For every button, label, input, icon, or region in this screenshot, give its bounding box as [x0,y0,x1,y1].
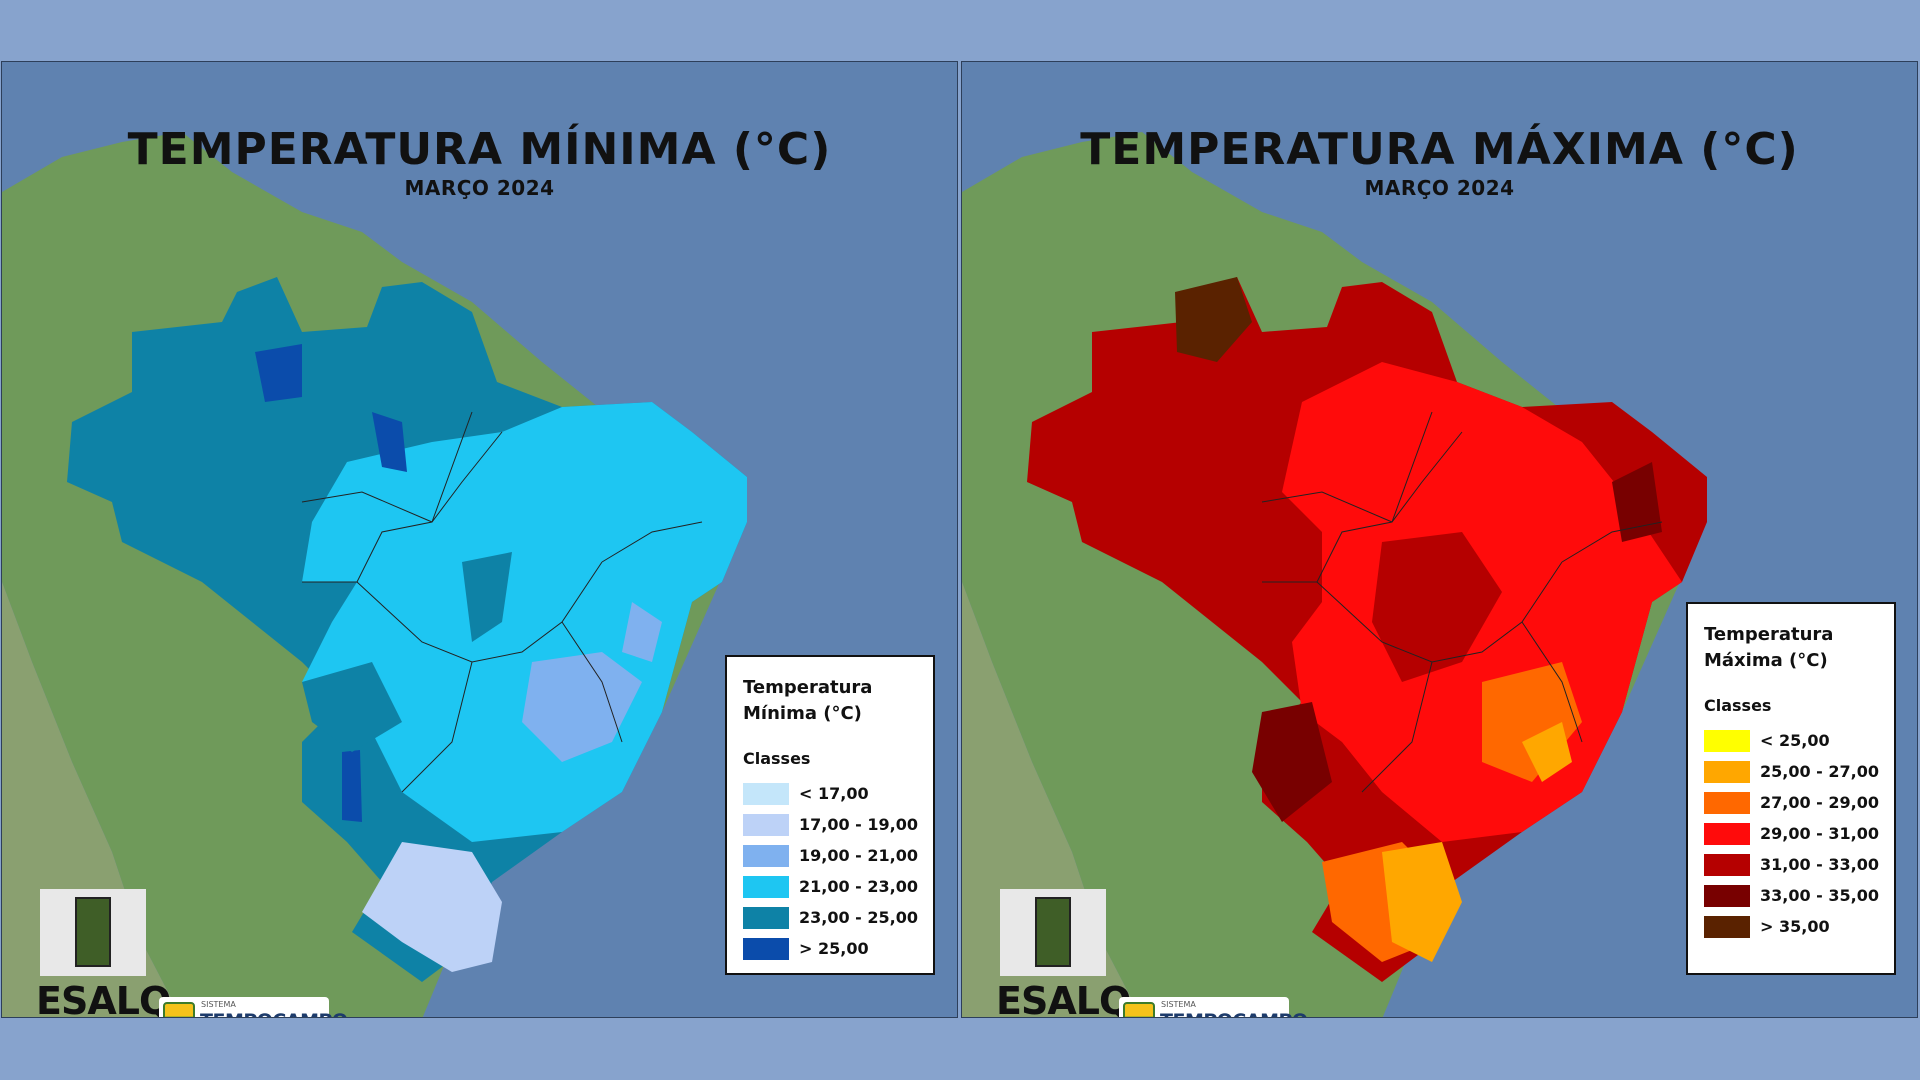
legend-items: < 17,00 17,00 - 19,00 19,00 - 21,00 21,00 -… [743,778,918,964]
legend-swatch [743,906,789,929]
esalq-logo-box [1000,889,1106,976]
esalq-logo-box [40,889,146,976]
legend-swatch [1704,822,1750,845]
min-temperature-map-panel: TEMPERATURA MÍNIMA (°C) MARÇO 2024 Tempe… [1,61,958,1018]
max-temperature-map-panel: TEMPERATURA MÁXIMA (°C) MARÇO 2024 Tempe… [961,61,1918,1018]
legend-item-label: 19,00 - 21,00 [799,846,918,866]
legend-swatch [1704,791,1750,814]
legend-item-label: 33,00 - 35,00 [1760,886,1879,906]
legend-swatch [1704,853,1750,876]
legend-classes-label: Classes [743,749,811,769]
esalq-text: ESALQ [996,979,1131,1018]
state-borders [301,411,703,793]
region-33-35-a [1252,702,1332,822]
brazil-max-regions [1027,277,1707,982]
legend-item: < 25,00 [1704,725,1878,756]
region-23-25-b [302,662,402,752]
esalq-text: ESALQ [36,979,171,1018]
brazil-min-regions [67,277,747,982]
legend-item-label: > 35,00 [1760,917,1830,937]
legend-item: 17,00 - 19,00 [743,809,918,840]
legend-item: 29,00 - 31,00 [1704,818,1879,849]
region-33-35-b [1612,462,1662,542]
legend-item-label: < 25,00 [1760,731,1830,751]
tempocampo-big-text: TEMPOCAMPO [200,1010,348,1017]
tempocampo-icon [1123,1002,1155,1017]
legend-item-label: > 25,00 [799,939,869,959]
region-25-27-se [1522,722,1572,782]
tempocampo-small-text: SISTEMA [201,1000,236,1009]
legend-item-label: 29,00 - 31,00 [1760,824,1879,844]
legend-title: Temperatura Mínima (°C) [743,677,873,725]
map-title: TEMPERATURA MÍNIMA (°C) [127,124,832,175]
legend-item: 33,00 - 35,00 [1704,880,1879,911]
legend-item-label: 25,00 - 27,00 [1760,762,1879,782]
legend-item: > 25,00 [743,933,917,964]
region-over-25-c [342,750,362,822]
region-23-25-a [462,552,512,642]
tempocampo-logo: SISTEMA TEMPOCAMPO [159,997,348,1017]
esalq-shield-icon [1035,897,1071,967]
legend-swatch [1704,760,1750,783]
min-temperature-map [2,62,957,1017]
region-over-25-a [255,344,302,402]
map-subtitle: MARÇO 2024 [1364,176,1515,200]
legend-swatch [743,813,789,836]
legend-swatch [743,782,789,805]
legend-item: > 35,00 [1704,911,1878,942]
legend-item: < 17,00 [743,778,917,809]
legend-item: 27,00 - 29,00 [1704,787,1879,818]
region-17-19-south [362,842,502,972]
legend-swatch [1704,915,1750,938]
legend-min: Temperatura Mínima (°C) Classes < 17,00 1… [725,655,935,975]
legend-item-label: 23,00 - 25,00 [799,908,918,928]
legend-item-label: 31,00 - 33,00 [1760,855,1879,875]
region-25-27-south [1382,842,1462,962]
legend-swatch [743,937,789,960]
region-21-23 [302,402,747,842]
legend-item-label: 17,00 - 19,00 [799,815,918,835]
esalq-shield-icon [75,897,111,967]
region-over-25-b [372,412,407,472]
region-31-33-center [1372,532,1502,682]
legend-item: 25,00 - 27,00 [1704,756,1879,787]
legend-swatch [743,844,789,867]
state-borders [1261,411,1663,793]
tempocampo-logo: SISTEMA TEMPOCAMPO [1119,997,1308,1017]
tempocampo-icon [163,1002,195,1017]
legend-swatch [1704,729,1750,752]
legend-item: 19,00 - 21,00 [743,840,918,871]
legend-item: 31,00 - 33,00 [1704,849,1879,880]
legend-item-label: < 17,00 [799,784,869,804]
esalq-logo: ESALQ [36,889,171,1017]
esalq-logo: ESALQ [996,889,1131,1017]
legend-max: Temperatura Máxima (°C) Classes < 25,00 2… [1686,602,1896,975]
legend-swatch [1704,884,1750,907]
legend-classes-label: Classes [1704,696,1772,716]
region-19-21-a [522,652,642,762]
region-over-35 [1175,277,1252,362]
legend-item: 21,00 - 23,00 [743,871,918,902]
tempocampo-small-text: SISTEMA [1161,1000,1196,1009]
map-title: TEMPERATURA MÁXIMA (°C) [1080,124,1799,175]
map-subtitle: MARÇO 2024 [404,176,555,200]
legend-item-label: 21,00 - 23,00 [799,877,918,897]
tempocampo-big-text: TEMPOCAMPO [1160,1010,1308,1017]
legend-item: 23,00 - 25,00 [743,902,918,933]
legend-swatch [743,875,789,898]
legend-items: < 25,00 25,00 - 27,00 27,00 - 29,00 29,00 -… [1704,725,1879,942]
legend-title: Temperatura Máxima (°C) [1704,624,1834,672]
legend-item-label: 27,00 - 29,00 [1760,793,1879,813]
region-19-21-b [622,602,662,662]
